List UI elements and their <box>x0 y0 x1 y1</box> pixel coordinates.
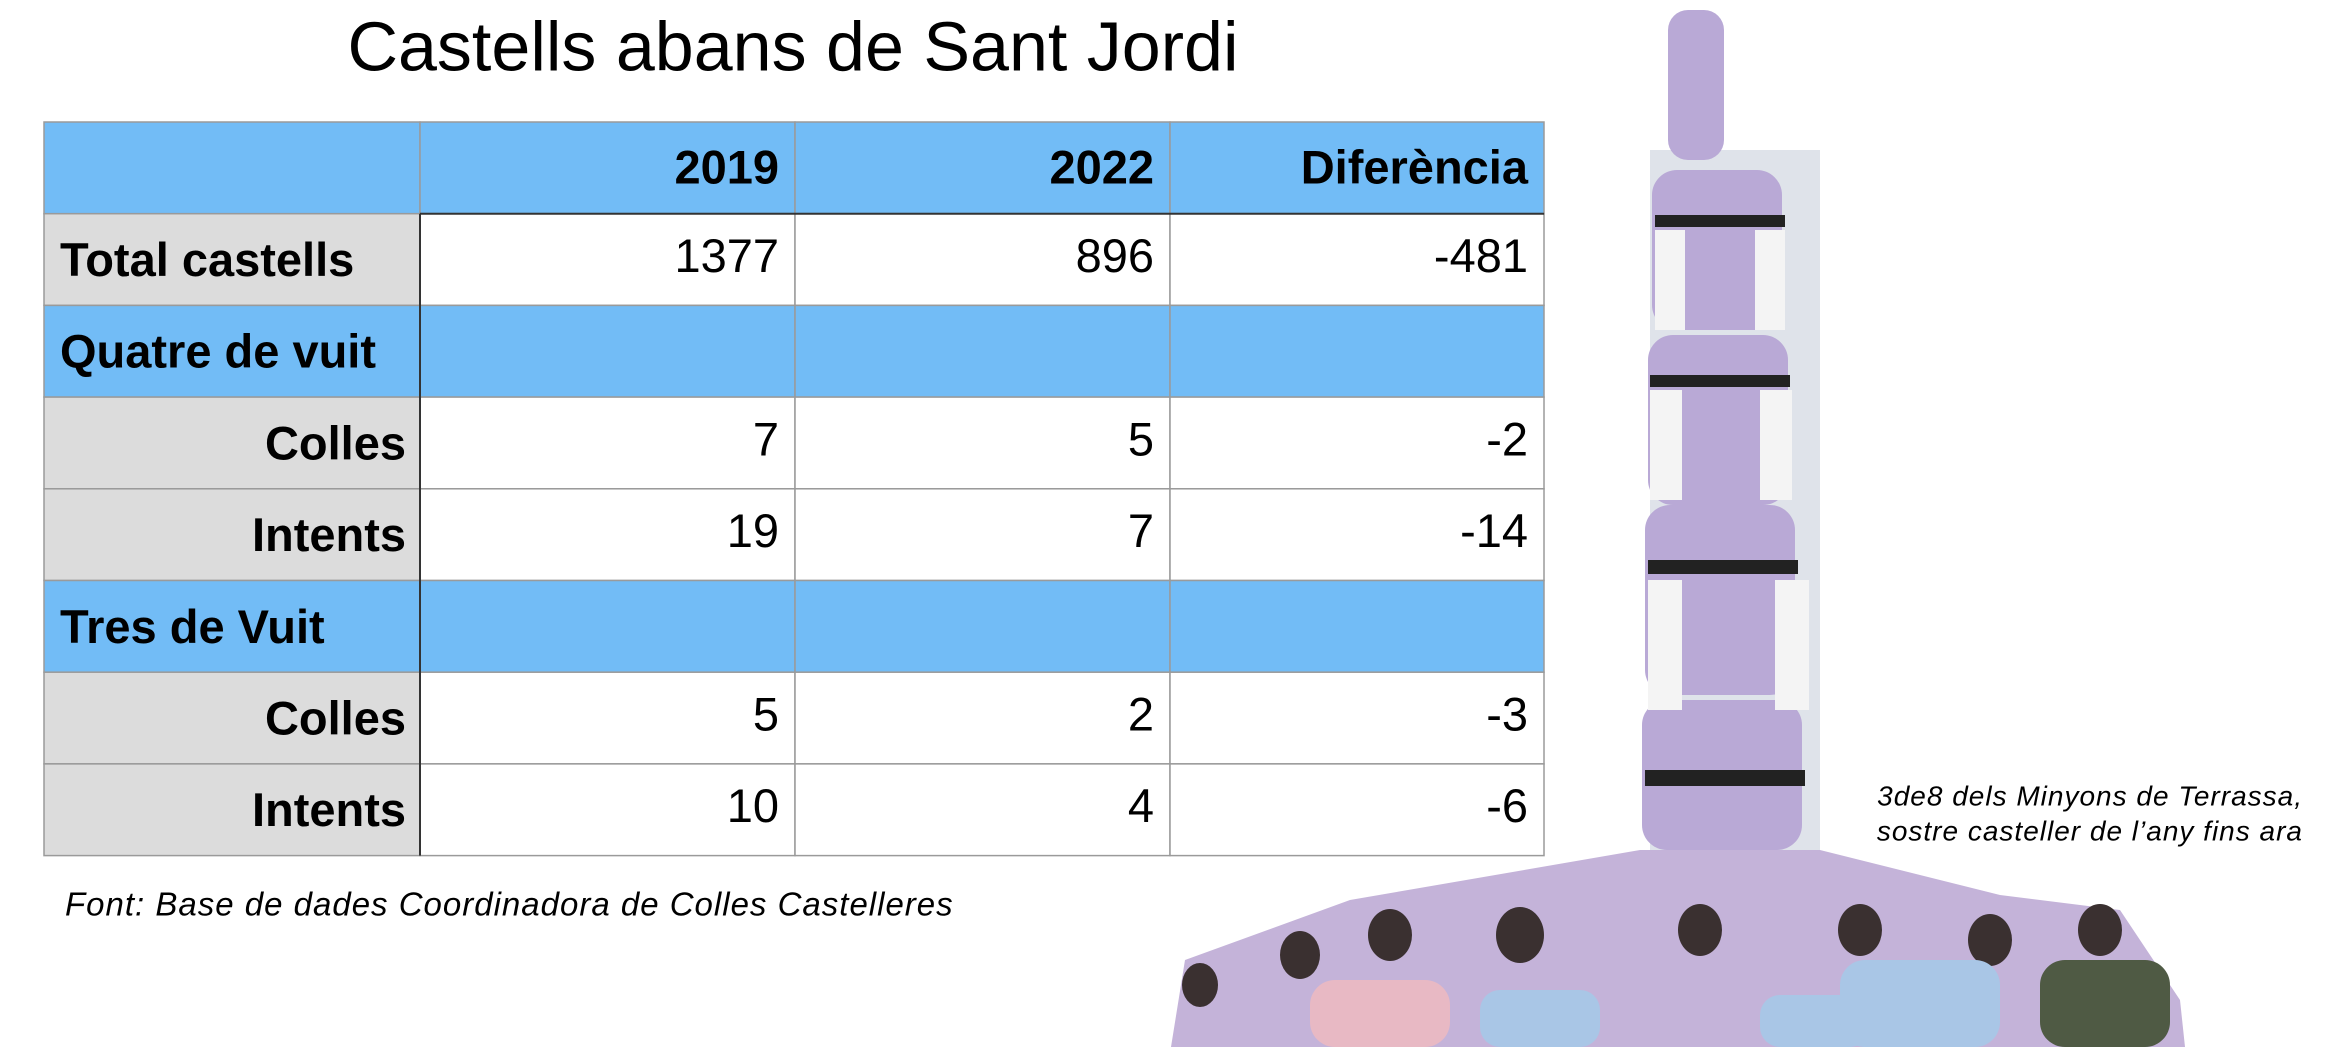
row-label: Colles <box>265 691 406 744</box>
section-label: Quatre de vuit <box>60 325 376 378</box>
column-header: 2022 <box>1049 140 1154 193</box>
section-cell <box>794 579 1171 673</box>
header-cell <box>43 121 421 215</box>
cell-value: 10 <box>727 779 779 832</box>
cell-value: 896 <box>1076 229 1154 282</box>
cell-value: 5 <box>1128 412 1154 465</box>
section-label: Tres de Vuit <box>60 600 325 653</box>
column-header: Diferència <box>1301 140 1529 193</box>
cell-value: 19 <box>727 504 779 557</box>
row-label-cell <box>43 488 421 582</box>
value-cell <box>794 763 1171 857</box>
header-cell <box>419 121 796 215</box>
value-cell <box>419 488 796 582</box>
row-label: Intents <box>252 508 406 561</box>
row-label-cell <box>43 212 421 307</box>
section-cell <box>419 304 796 398</box>
section-cell <box>419 579 796 673</box>
value-cell <box>419 763 796 857</box>
value-cell <box>1169 212 1545 307</box>
row-label: Intents <box>252 783 406 836</box>
value-cell <box>1169 763 1545 857</box>
value-cell <box>419 671 796 765</box>
cell-value: -6 <box>1486 779 1528 832</box>
cell-value: 2 <box>1128 687 1154 740</box>
title: Castells abans de Sant Jordi <box>347 7 1238 85</box>
value-cell <box>1169 671 1545 765</box>
cell-value: 5 <box>753 687 779 740</box>
row-label: Total castells <box>60 233 354 286</box>
value-cell <box>794 212 1171 307</box>
cell-value: 7 <box>753 412 779 465</box>
source-note: Font: Base de dades Coordinadora de Coll… <box>65 886 954 923</box>
cell-value: -481 <box>1434 229 1528 282</box>
cell-value: 1377 <box>674 229 779 282</box>
cell-value: -2 <box>1486 412 1528 465</box>
value-cell <box>794 396 1171 490</box>
value-cell <box>419 396 796 490</box>
value-cell <box>419 212 796 307</box>
cell-value: 4 <box>1128 779 1154 832</box>
section-cell <box>1169 579 1545 673</box>
row-label: Colles <box>265 416 406 469</box>
cell-value: 7 <box>1128 504 1154 557</box>
photo-caption: 3de8 dels Minyons de Terrassa, <box>1877 780 2303 811</box>
section-cell <box>43 304 421 398</box>
value-cell <box>794 488 1171 582</box>
row-label-cell <box>43 763 421 857</box>
header-cell <box>794 121 1171 215</box>
header-cell <box>1169 121 1545 215</box>
data-table: 2019 2022 Diferència Total castells 1377 896 -… <box>43 121 1545 857</box>
photo <box>1171 10 2185 1047</box>
section-cell <box>794 304 1171 398</box>
section-cell <box>1169 304 1545 398</box>
row-label-cell <box>43 396 421 490</box>
value-cell <box>1169 488 1545 582</box>
photo-caption: sostre casteller de l’any fins ara <box>1877 815 2303 846</box>
cell-value: -3 <box>1486 687 1528 740</box>
cell-value: -14 <box>1460 504 1528 557</box>
column-header: 2019 <box>674 140 779 193</box>
value-cell <box>794 671 1171 765</box>
value-cell <box>1169 396 1545 490</box>
